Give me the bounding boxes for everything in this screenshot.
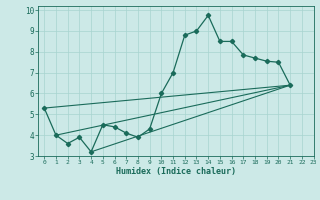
- X-axis label: Humidex (Indice chaleur): Humidex (Indice chaleur): [116, 167, 236, 176]
